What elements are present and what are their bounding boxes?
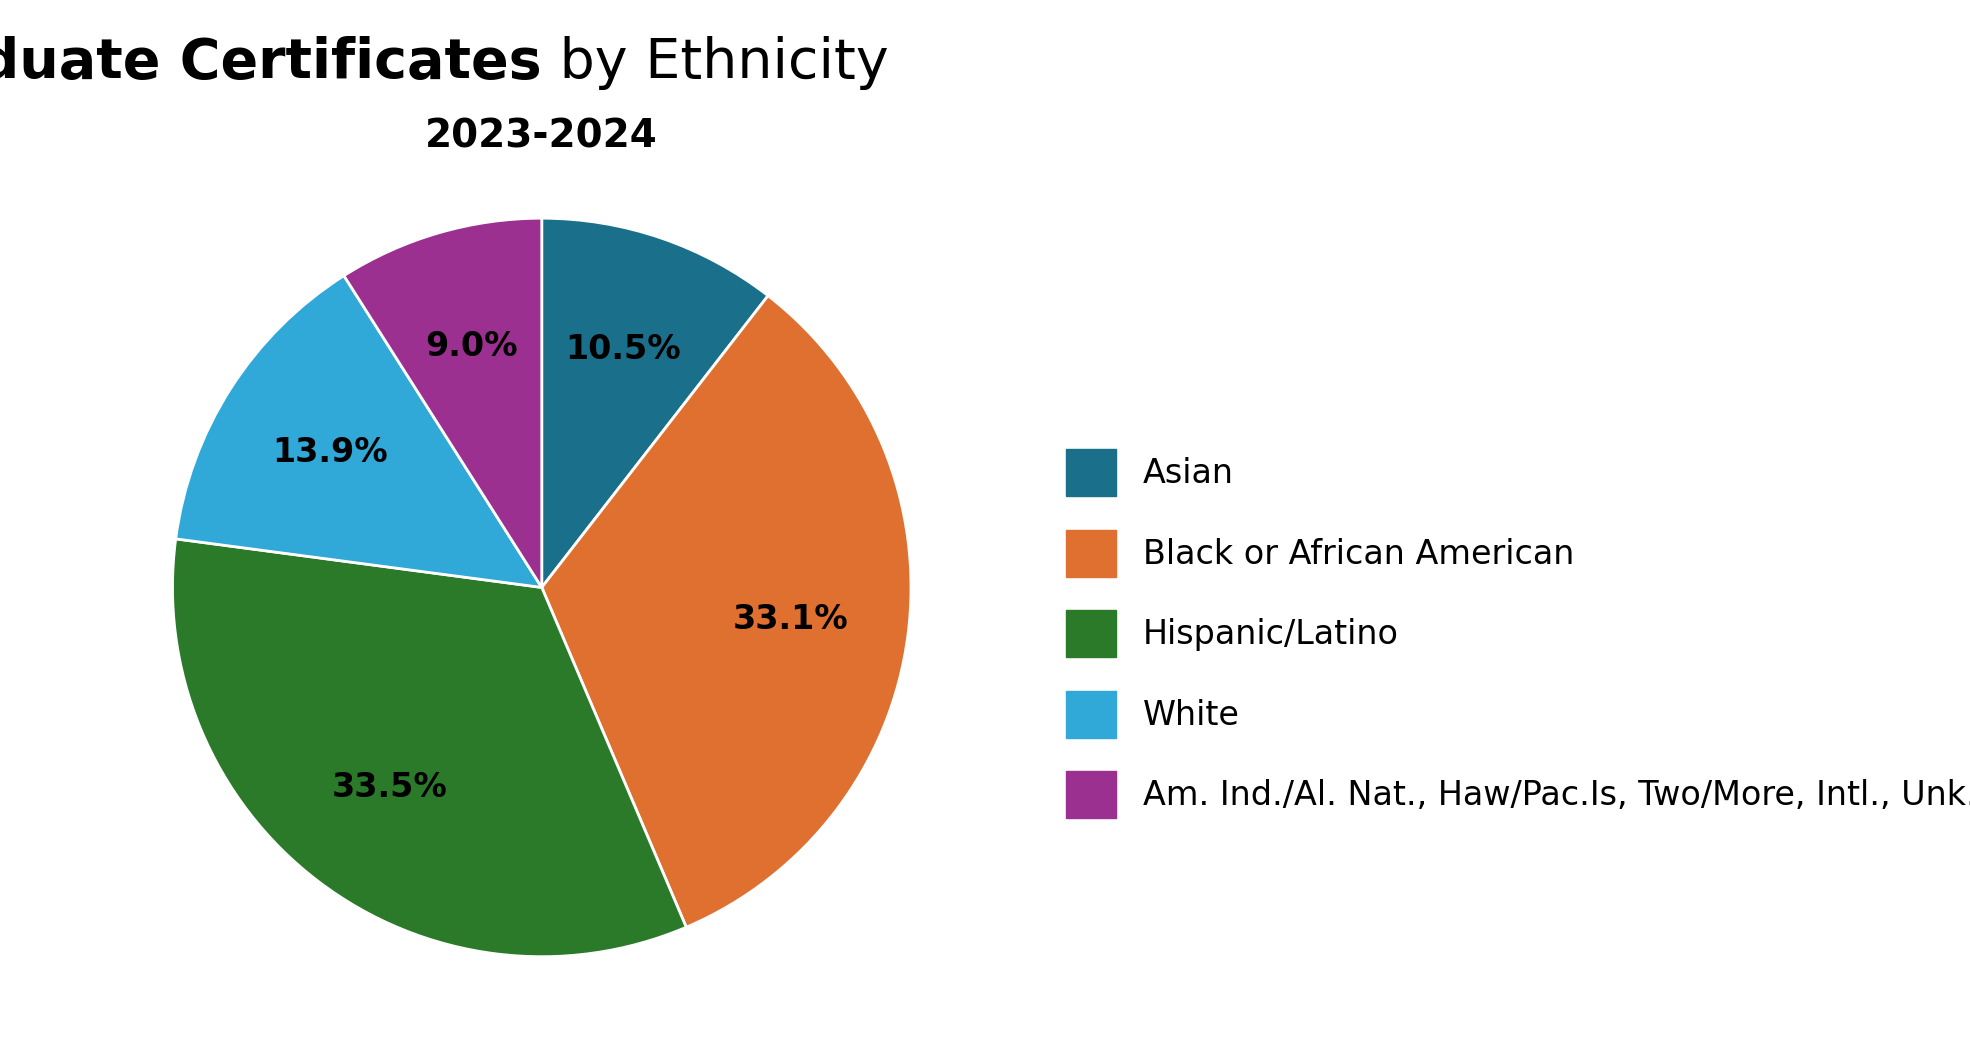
Wedge shape [542,218,768,587]
Text: 10.5%: 10.5% [565,334,682,366]
Text: 33.1%: 33.1% [733,603,849,636]
Text: by Ethnicity: by Ethnicity [542,36,888,90]
Wedge shape [173,539,686,957]
Wedge shape [542,296,910,927]
Text: Graduate Certificates: Graduate Certificates [0,36,542,90]
Text: 33.5%: 33.5% [331,771,447,804]
Text: 2023-2024: 2023-2024 [426,117,658,155]
Legend: Asian, Black or African American, Hispanic/Latino, White, Am. Ind./Al. Nat., Haw: Asian, Black or African American, Hispan… [1066,449,1970,818]
Wedge shape [345,218,542,587]
Text: 13.9%: 13.9% [272,435,388,469]
Text: 9.0%: 9.0% [426,329,518,363]
Wedge shape [175,276,542,587]
